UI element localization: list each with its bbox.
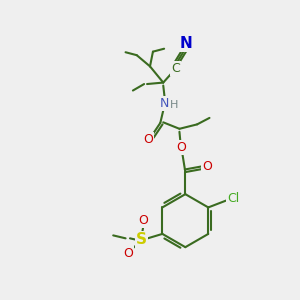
Text: C: C [171,62,180,75]
Text: O: O [143,134,153,146]
Text: H: H [170,100,178,110]
Text: N: N [160,97,169,110]
Text: O: O [124,247,134,260]
Text: O: O [202,160,212,173]
Text: S: S [136,232,147,247]
Text: Cl: Cl [227,192,239,205]
Text: O: O [176,141,186,154]
Text: N: N [179,36,192,51]
Text: O: O [138,214,148,227]
